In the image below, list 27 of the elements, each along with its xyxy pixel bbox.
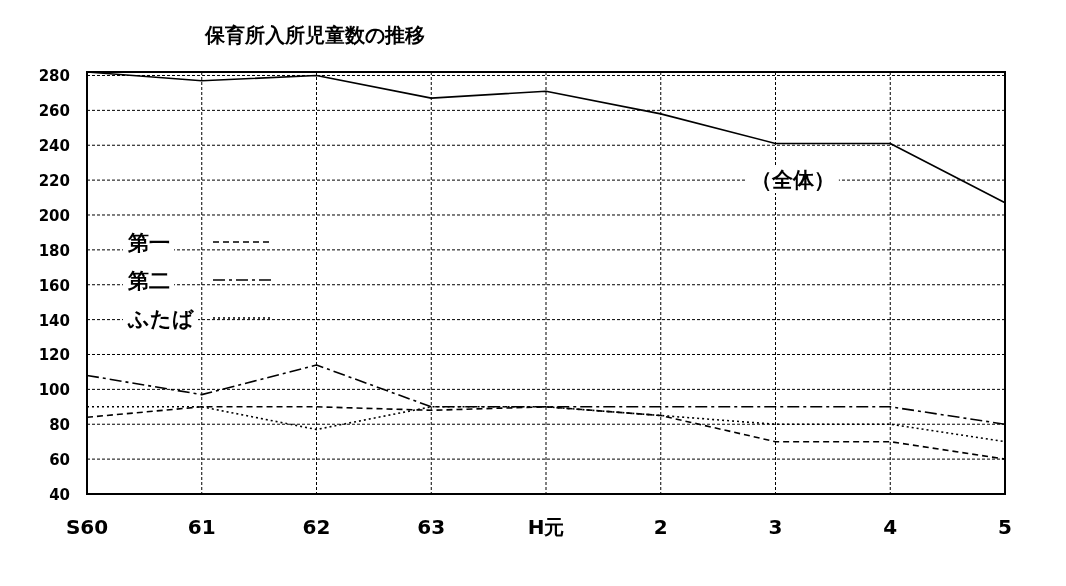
y-tick-label: 180: [38, 241, 70, 260]
y-tick-label: 240: [38, 137, 70, 156]
y-tick-label: 280: [38, 67, 70, 86]
x-tick-label: 61: [187, 515, 216, 539]
chart-title: 保育所入所児童数の推移: [204, 23, 425, 47]
legend-label: 第一: [127, 231, 170, 255]
y-tick-label: 260: [38, 102, 70, 121]
x-tick-label: 62: [302, 515, 331, 539]
legend-label: 第二: [127, 269, 170, 293]
y-tick-label: 60: [49, 451, 70, 470]
y-tick-label: 80: [49, 416, 70, 435]
y-tick-label: 220: [38, 172, 70, 191]
y-tick-label: 100: [38, 381, 70, 400]
x-tick-label: H元: [527, 515, 565, 539]
legend-label: ふたば: [127, 307, 194, 331]
y-tick-label: 40: [49, 486, 70, 504]
x-tick-label: 5: [998, 515, 1012, 539]
y-tick-label: 140: [38, 311, 70, 330]
x-tick-label: S60: [65, 515, 109, 539]
y-tick-label: 200: [38, 206, 70, 225]
y-tick-label: 120: [38, 346, 70, 365]
x-tick-label: 3: [768, 515, 783, 539]
x-tick-label: 63: [417, 515, 446, 539]
annotation: （全体）: [750, 168, 835, 192]
x-tick-label: 4: [883, 515, 898, 539]
y-tick-label: 160: [38, 276, 70, 295]
x-tick-label: 2: [653, 515, 668, 539]
